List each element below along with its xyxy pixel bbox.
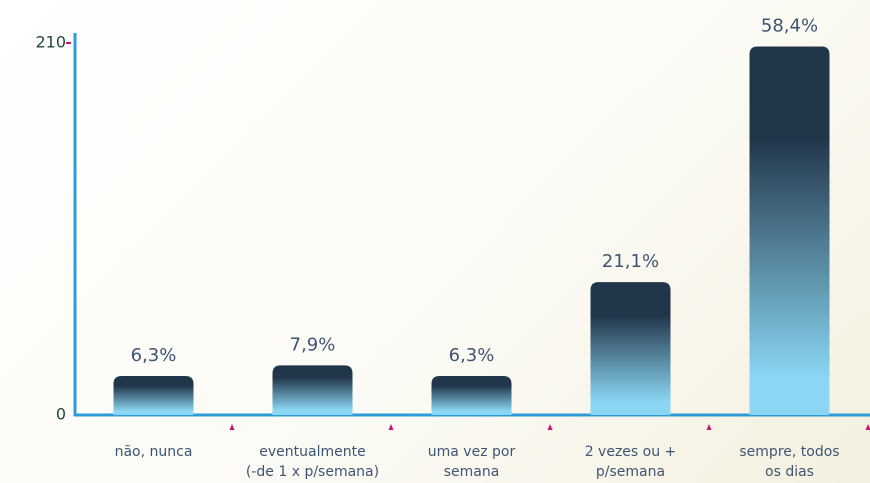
x-tick-mark (388, 424, 394, 430)
data-label: 21,1% (602, 251, 659, 272)
x-tick-mark (706, 424, 712, 430)
bar (113, 376, 194, 415)
data-label: 6,3% (449, 345, 495, 366)
x-tick-label: 2 vezes ou + p/semana (585, 444, 677, 480)
bar (431, 376, 512, 415)
data-label: 58,4% (761, 16, 818, 37)
x-tick-label: sempre, todos os dias (739, 444, 839, 480)
x-tick-label: eventualmente (-de 1 x p/semana) (246, 444, 379, 480)
x-tick-label: uma vez por semana (428, 444, 516, 480)
bar (272, 365, 353, 415)
y-tick-label: 210 (35, 33, 66, 52)
x-tick-mark (865, 424, 870, 430)
x-tick-label: não, nunca (115, 444, 193, 460)
data-label: 6,3% (131, 345, 177, 366)
data-label: 7,9% (290, 334, 336, 355)
x-tick-mark (547, 424, 553, 430)
bar (749, 46, 830, 416)
bar (590, 282, 671, 415)
y-tick-label: 0 (56, 405, 66, 424)
x-tick-mark (229, 424, 235, 430)
